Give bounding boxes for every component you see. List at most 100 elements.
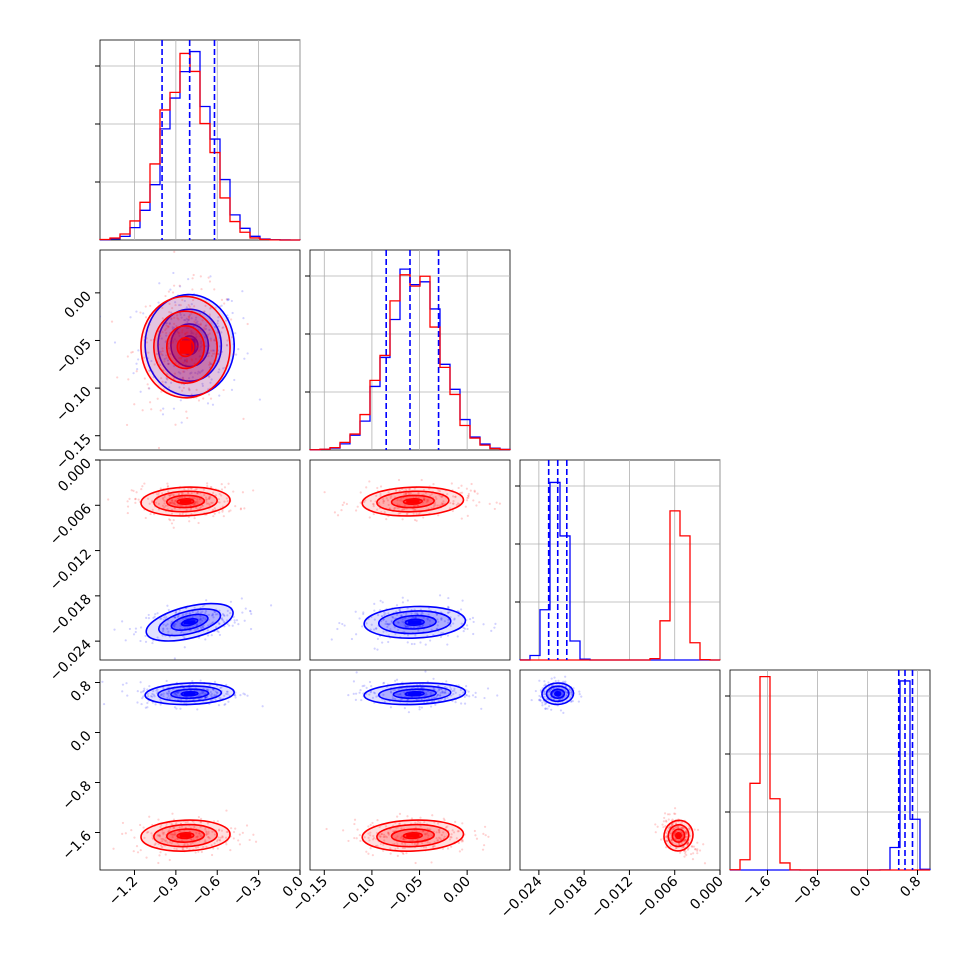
scatter-point (430, 507, 433, 510)
scatter-point (224, 319, 228, 322)
scatter-point (400, 842, 404, 845)
scatter-point (179, 707, 182, 710)
scatter-point (238, 843, 242, 846)
scatter-point (181, 614, 184, 617)
scatter-point (565, 694, 568, 697)
scatter-point (169, 352, 172, 356)
scatter-point (462, 626, 465, 629)
scatter-point (161, 629, 165, 633)
scatter-point (158, 353, 161, 356)
scatter-point (182, 378, 185, 381)
scatter-point (163, 838, 166, 841)
scatter-point (406, 815, 409, 818)
scatter-point (452, 500, 455, 503)
y-tick-label-1-3: 0.00 (61, 288, 94, 321)
scatter-point (220, 331, 223, 334)
scatter-point (193, 628, 196, 631)
scatter-point (474, 691, 477, 694)
scatter-point (198, 355, 201, 358)
scatter-point (205, 688, 208, 691)
scatter-point (164, 839, 167, 843)
scatter-point (166, 693, 169, 696)
scatter-point (569, 693, 573, 696)
scatter-point (418, 705, 421, 709)
scatter-point (325, 827, 328, 831)
scatter-point (451, 509, 454, 513)
scatter-point (222, 326, 225, 329)
panel-frame-1-0 (99, 249, 301, 451)
scatter-point (194, 500, 198, 504)
scatter-point (191, 277, 194, 280)
scatter-point (543, 680, 546, 683)
scatter-point (159, 694, 162, 697)
scatter-point (449, 685, 452, 688)
scatter-point (199, 323, 203, 326)
scatter-point (199, 348, 202, 351)
scatter-point (387, 832, 390, 835)
scatter-point (205, 351, 208, 355)
scatter-point (440, 618, 443, 622)
scatter-point (243, 357, 246, 360)
scatter-point (178, 284, 181, 287)
scatter-point (205, 830, 208, 833)
scatter-point (387, 612, 390, 615)
scatter-point (226, 690, 229, 693)
scatter-point (185, 379, 189, 382)
scatter-point (171, 326, 174, 329)
scatter-point (382, 835, 385, 838)
scatter-point (429, 639, 432, 642)
scatter-point (173, 502, 176, 505)
scatter-point (147, 830, 150, 834)
scatter-point (159, 698, 162, 701)
scatter-point (212, 491, 215, 494)
scatter-point (440, 617, 443, 620)
scatter-point (163, 496, 166, 499)
scatter-point (363, 684, 366, 687)
scatter-point (147, 617, 151, 620)
scatter-point (355, 509, 358, 512)
scatter-point (204, 498, 207, 501)
scatter-point (373, 602, 376, 605)
scatter-point (396, 503, 399, 506)
scatter-point (685, 853, 688, 857)
scatter-point (677, 842, 680, 845)
scatter-point (130, 829, 133, 832)
scatter-point (209, 337, 212, 340)
scatter-point (223, 703, 226, 706)
scatter-point (139, 849, 142, 852)
scatter-point (213, 512, 216, 515)
scatter-point (246, 352, 249, 355)
scatter-point (445, 680, 448, 683)
scatter-point (191, 376, 194, 379)
scatter-point (183, 487, 186, 491)
scatter-point (379, 492, 382, 496)
scatter-point (404, 625, 408, 629)
scatter-point (393, 626, 396, 629)
scatter-point (390, 620, 393, 624)
scatter-point (453, 689, 456, 692)
scatter-point (461, 822, 464, 825)
scatter-point (550, 677, 553, 680)
scatter-point (438, 594, 442, 597)
scatter-point (397, 628, 400, 631)
scatter-point (183, 646, 186, 649)
scatter-point (425, 500, 428, 503)
histogram-series-1-param-2 (520, 510, 721, 661)
scatter-point (387, 623, 390, 626)
scatter-point (689, 852, 693, 856)
scatter-point (177, 332, 180, 335)
scatter-point (221, 835, 224, 838)
scatter-point (398, 822, 402, 825)
scatter-point (433, 821, 436, 824)
scatter-point (180, 316, 183, 319)
hist-frame-3 (729, 669, 931, 871)
scatter-point (381, 641, 384, 644)
scatter-point (382, 500, 385, 503)
scatter-point (213, 610, 217, 614)
scatter-point (209, 307, 212, 310)
scatter-point (100, 315, 101, 318)
scatter-point (422, 686, 425, 689)
scatter-point (383, 511, 386, 514)
scatter-point (383, 611, 386, 614)
scatter-point (174, 303, 177, 307)
